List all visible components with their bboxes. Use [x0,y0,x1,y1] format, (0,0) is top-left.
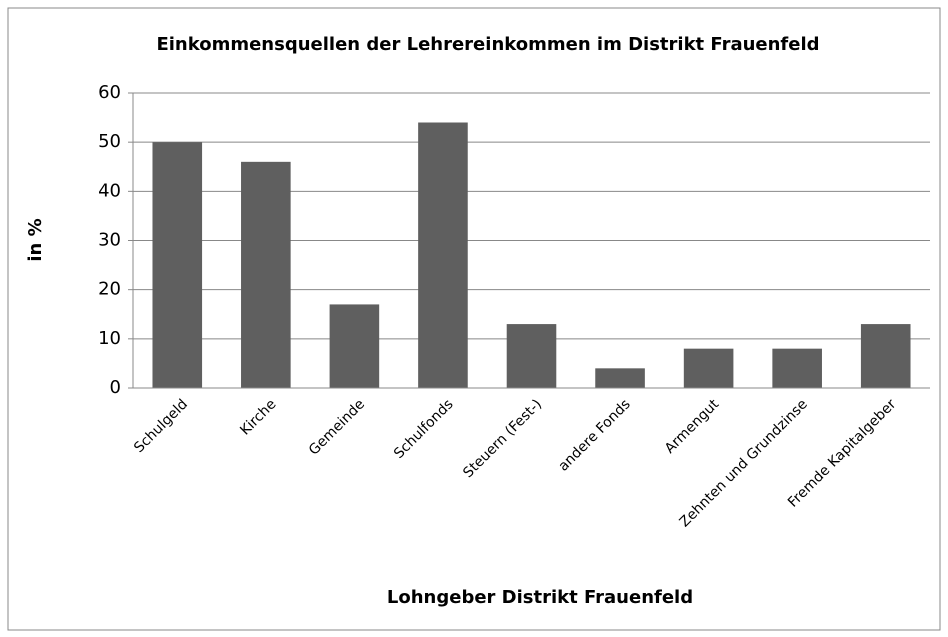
y-axis-title: in % [25,218,46,261]
chart-border [7,7,941,631]
y-tick-label: 40 [98,180,121,201]
bar [772,348,822,388]
bar [152,142,203,388]
bar [418,122,468,388]
bar [860,324,911,388]
bar [683,348,734,388]
y-tick-label: 20 [98,279,121,300]
chart-title: Einkommensquellen der Lehrereinkommen im… [156,34,819,55]
bar [329,304,380,388]
y-tick-label: 30 [98,230,121,251]
x-axis-title: Lohngeber Distrikt Frauenfeld [387,587,693,608]
bar [506,324,557,388]
y-tick-label: 50 [98,131,121,152]
y-tick-label: 60 [98,82,121,103]
y-tick-label: 10 [98,328,121,349]
bar [595,368,645,388]
y-tick-label: 0 [110,377,121,398]
bar [241,161,291,388]
